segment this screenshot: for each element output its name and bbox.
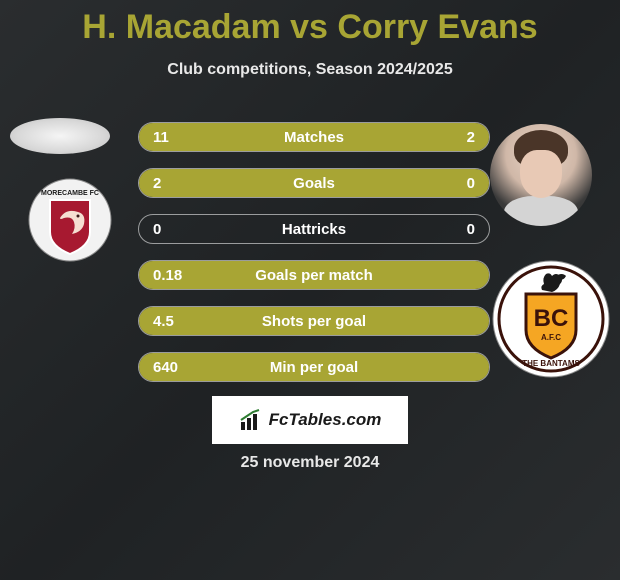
- stat-left-value: 2: [153, 175, 161, 192]
- stat-right-value: 0: [467, 221, 475, 238]
- stat-fill-right: [433, 123, 489, 151]
- stat-label: Goals: [293, 175, 335, 192]
- stat-label: Shots per goal: [262, 313, 366, 330]
- stat-bar: 640 Min per goal: [138, 352, 490, 382]
- svg-text:BC: BC: [534, 305, 569, 332]
- stat-left-value: 4.5: [153, 313, 174, 330]
- stat-label: Min per goal: [270, 359, 358, 376]
- stat-left-value: 0.18: [153, 267, 182, 284]
- fctables-text: FcTables.com: [269, 410, 382, 430]
- subtitle: Club competitions, Season 2024/2025: [0, 61, 620, 79]
- date-label: 25 november 2024: [241, 454, 380, 472]
- stat-label: Hattricks: [282, 221, 346, 238]
- svg-text:MORECAMBE FC: MORECAMBE FC: [41, 190, 99, 197]
- stat-bar: 4.5 Shots per goal: [138, 306, 490, 336]
- svg-text:THE BANTAMS: THE BANTAMS: [522, 359, 580, 368]
- player-left-photo: [10, 118, 110, 154]
- svg-text:A.F.C: A.F.C: [541, 333, 561, 342]
- stat-left-value: 0: [153, 221, 161, 238]
- stat-right-value: 0: [467, 175, 475, 192]
- stat-bar: 0.18 Goals per match: [138, 260, 490, 290]
- stats-area: 11 2 Matches 2 0 Goals 0 0 Hattricks 0.18 Goals pe…: [138, 122, 490, 398]
- stat-right-value: 2: [467, 129, 475, 146]
- stat-left-value: 11: [153, 129, 169, 146]
- fctables-badge: FcTables.com: [212, 396, 408, 444]
- stat-label: Matches: [284, 129, 344, 146]
- stat-bar: 0 0 Hattricks: [138, 214, 490, 244]
- page-title: H. Macadam vs Corry Evans: [0, 0, 620, 47]
- stat-left-value: 640: [153, 359, 178, 376]
- fctables-logo-icon: [239, 408, 263, 432]
- club-right-crest: THE BANTAMS BC A.F.C: [492, 260, 610, 378]
- player-right-photo: [490, 124, 592, 226]
- stat-bar: 2 0 Goals: [138, 168, 490, 198]
- stat-bar: 11 2 Matches: [138, 122, 490, 152]
- club-left-crest: MORECAMBE FC: [28, 178, 112, 262]
- stat-label: Goals per match: [255, 267, 373, 284]
